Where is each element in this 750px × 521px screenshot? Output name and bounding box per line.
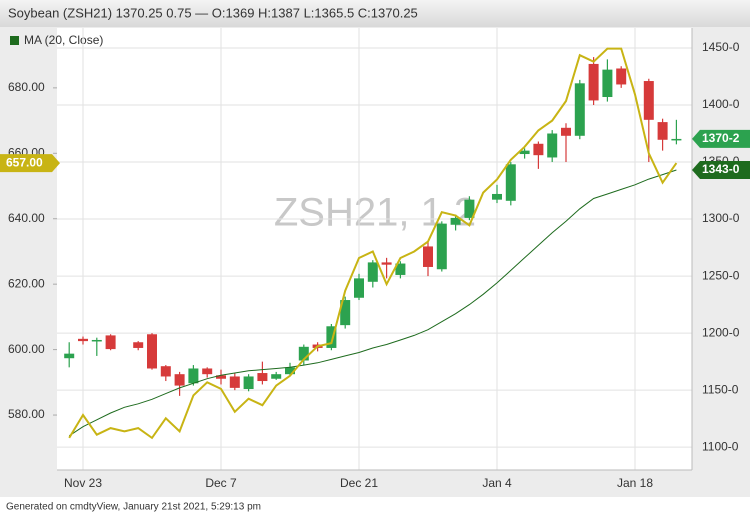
candle-body [533, 143, 544, 156]
candle-body [588, 63, 599, 101]
y2-tick-label: 1200-0 [702, 325, 740, 339]
y2-tick-label: 1100-0 [702, 439, 739, 453]
legend-swatch [10, 36, 19, 45]
y2-tick-label: 1150-0 [702, 382, 739, 396]
plot-area [57, 28, 692, 470]
candle-body [561, 127, 571, 136]
candle-body [78, 338, 88, 342]
y2-tick-label: 1400-0 [702, 97, 740, 111]
candle-body [91, 339, 102, 342]
y-tick-label: 640.00 [8, 211, 45, 225]
candle-body [202, 368, 213, 375]
candle-body [133, 342, 144, 348]
candle-body [229, 376, 240, 388]
candle-body [174, 374, 185, 386]
candle-body [519, 150, 530, 155]
candle-body [657, 122, 668, 140]
y-tick-label: 620.00 [8, 276, 45, 290]
candle-body [671, 138, 682, 141]
last-value-badge [0, 154, 60, 173]
chart-title: Soybean (ZSH21) 1370.25 0.75 — O:1369 H:… [8, 5, 418, 20]
candle-body [492, 193, 502, 200]
x-tick-label: Jan 18 [617, 476, 653, 490]
candle-body [450, 217, 461, 225]
line-series [68, 47, 678, 440]
y-tick-label: 680.00 [8, 80, 45, 94]
y2-tick-label: 1300-0 [702, 211, 740, 225]
candle-body [464, 199, 475, 218]
candle-body [381, 262, 392, 265]
candle-body [160, 366, 171, 377]
candle-body [64, 353, 75, 359]
candle-body [147, 334, 157, 369]
candle-body [395, 263, 406, 275]
candle-body [574, 83, 585, 136]
candle-body [643, 81, 654, 120]
candle-body [188, 368, 199, 384]
last-value-label: 1370-2 [702, 131, 740, 145]
x-tick-label: Dec 7 [205, 476, 237, 490]
line-series [68, 169, 677, 437]
x-tick-label: Jan 4 [482, 476, 512, 490]
candle-body [326, 326, 337, 348]
candle-body [243, 376, 254, 390]
candle-body [105, 335, 116, 350]
candle-body [257, 373, 268, 382]
last-value-label: 1343-0 [702, 162, 740, 176]
candle-body [505, 164, 516, 201]
y-tick-label: 580.00 [8, 407, 45, 421]
x-tick-label: Nov 23 [64, 476, 102, 490]
footer-bar [0, 497, 750, 516]
y2-tick-label: 1450-0 [702, 40, 740, 54]
candle-body [423, 246, 433, 267]
candle-body [367, 262, 378, 282]
candle-body [298, 346, 309, 361]
candle-body [271, 374, 282, 379]
last-value-label: 657.00 [6, 155, 43, 169]
candle-body [340, 300, 351, 326]
footer: Generated on cmdtyView, January 21st 202… [6, 502, 261, 513]
x-tick-label: Dec 21 [340, 476, 378, 490]
candle-body [547, 133, 558, 158]
y2-tick-label: 1250-0 [702, 268, 740, 282]
candle-body [602, 69, 613, 98]
candle-body [436, 223, 447, 270]
candle-body [285, 367, 295, 375]
candle-body [216, 375, 226, 379]
last-value-badge [692, 129, 750, 148]
legend-label: MA (20, Close) [24, 33, 103, 47]
candle-body [616, 68, 627, 85]
last-value-badge [692, 161, 750, 180]
candle-body [354, 278, 364, 298]
y-tick-label: 600.00 [8, 342, 45, 356]
header-bar [0, 0, 750, 27]
